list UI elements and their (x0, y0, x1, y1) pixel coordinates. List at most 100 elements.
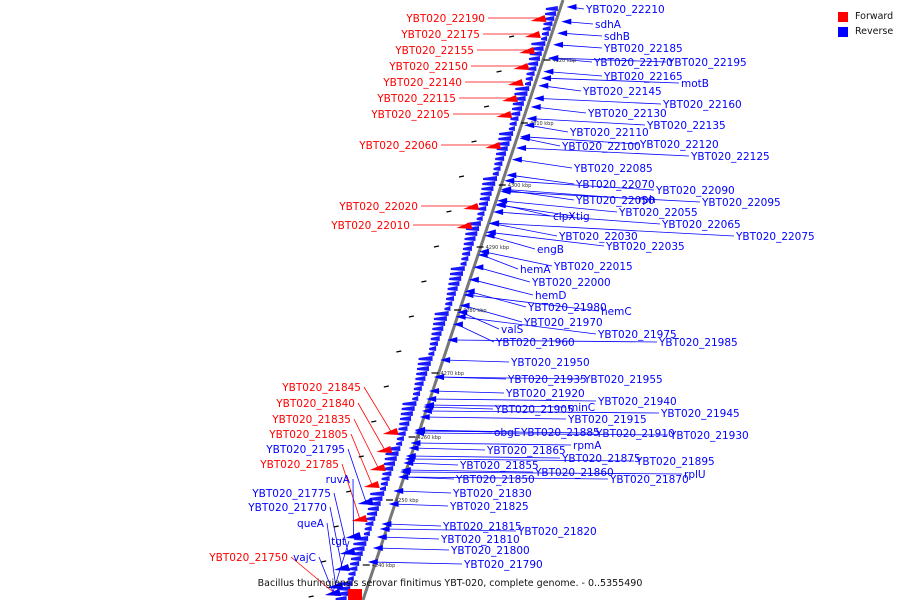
forward-gene-label[interactable]: YBT020_22115 (376, 93, 456, 105)
forward-gene-label[interactable]: YBT020_22060 (358, 140, 438, 152)
reverse-gene-label[interactable]: YBT020_21870 (609, 474, 689, 486)
forward-gene-label[interactable]: YBT020_22140 (382, 77, 462, 89)
reverse-gene-glyph[interactable] (485, 229, 496, 236)
reverse-gene-glyph[interactable] (413, 430, 424, 436)
forward-gene-label[interactable]: YBT020_22020 (338, 201, 418, 213)
reverse-gene-glyph[interactable] (398, 474, 409, 480)
forward-gene-glyph[interactable] (501, 95, 518, 102)
forward-gene-glyph[interactable] (524, 31, 541, 38)
forward-gene-label[interactable]: tgt (331, 536, 346, 548)
reverse-gene-label[interactable]: YBT020_21935 (507, 374, 587, 386)
reverse-gene-label[interactable]: YBT020_21885 (520, 427, 600, 439)
reverse-gene-label[interactable]: YBT020_21810 (440, 534, 520, 546)
forward-gene-glyph[interactable] (357, 498, 374, 505)
reverse-gene-label[interactable]: YBT020_22095 (701, 197, 781, 209)
forward-gene-label[interactable]: YBT020_22175 (400, 29, 480, 41)
forward-gene-label[interactable]: vajC (293, 552, 316, 564)
forward-gene-label[interactable]: ruvA (326, 474, 351, 486)
reverse-gene-label[interactable]: YBT020_21790 (463, 559, 543, 571)
reverse-gene-label[interactable]: hemC (601, 306, 632, 318)
reverse-gene-glyph[interactable] (504, 177, 515, 184)
reverse-gene-glyph[interactable] (408, 445, 419, 451)
reverse-gene-glyph[interactable] (493, 209, 504, 215)
reverse-gene-label[interactable]: clpX (553, 211, 576, 223)
reverse-gene-label[interactable]: sdhA (595, 19, 622, 31)
reverse-gene-label[interactable]: YBT020_22090 (655, 185, 735, 197)
reverse-gene-glyph[interactable] (538, 82, 549, 89)
reverse-gene-label[interactable]: YBT020_22055 (618, 207, 698, 219)
reverse-gene-label[interactable]: hemA (520, 264, 551, 276)
forward-gene-glyph[interactable] (496, 111, 513, 118)
reverse-gene-label[interactable]: YBT020_21855 (459, 460, 539, 472)
reverse-gene-glyph[interactable] (410, 440, 421, 446)
reverse-gene-label[interactable]: YBT020_22030 (558, 231, 638, 243)
reverse-gene-glyph[interactable] (379, 526, 390, 532)
reverse-gene-label[interactable]: YBT020_21875 (561, 453, 641, 465)
reverse-gene-glyph[interactable] (511, 156, 522, 163)
reverse-gene-label[interactable]: YBT020_22100 (561, 141, 641, 153)
reverse-gene-glyph[interactable] (506, 172, 517, 179)
forward-gene-glyph[interactable] (463, 203, 480, 210)
reverse-gene-glyph[interactable] (526, 115, 537, 122)
reverse-gene-label[interactable]: YBT020_21905 (494, 404, 574, 416)
forward-gene-label[interactable]: YBT020_21785 (259, 459, 339, 471)
reverse-gene-glyph[interactable] (463, 292, 474, 298)
reverse-gene-glyph[interactable] (367, 559, 378, 565)
forward-gene-label[interactable]: YBT020_22155 (394, 45, 474, 57)
reverse-gene-label[interactable]: YBT020_22195 (667, 57, 747, 69)
reverse-gene-glyph[interactable] (372, 545, 383, 551)
reverse-gene-glyph[interactable] (566, 4, 577, 10)
forward-gene-label[interactable]: YBT020_21795 (265, 444, 345, 456)
reverse-gene-label[interactable]: YBT020_22075 (735, 231, 815, 243)
reverse-gene-label[interactable]: YBT020_22125 (690, 151, 770, 163)
reverse-gene-glyph[interactable] (459, 302, 470, 309)
reverse-gene-glyph[interactable] (393, 488, 404, 494)
reverse-gene-glyph[interactable] (473, 264, 484, 271)
forward-gene-glyph[interactable] (348, 589, 362, 600)
reverse-gene-label[interactable]: YBT020_21865 (486, 445, 566, 457)
reverse-gene-label[interactable]: YBT020_21960 (495, 337, 575, 349)
forward-gene-label[interactable]: queA (297, 518, 325, 530)
reverse-gene-glyph[interactable] (457, 309, 468, 316)
reverse-gene-glyph[interactable] (434, 374, 445, 380)
reverse-gene-glyph[interactable] (519, 135, 530, 142)
reverse-gene-glyph[interactable] (516, 145, 527, 151)
reverse-gene-label[interactable]: YBT020_21920 (505, 388, 585, 400)
reverse-gene-glyph[interactable] (552, 41, 563, 48)
reverse-gene-glyph[interactable] (388, 501, 399, 507)
reverse-gene-glyph[interactable] (400, 469, 411, 475)
reverse-gene-glyph[interactable] (533, 95, 544, 102)
reverse-gene-label[interactable]: YBT020_21825 (449, 501, 529, 513)
reverse-gene-glyph[interactable] (530, 104, 541, 110)
reverse-gene-label[interactable]: YBT020_21895 (635, 456, 715, 468)
reverse-gene-label[interactable]: hemD (535, 290, 566, 302)
reverse-gene-glyph[interactable] (477, 252, 488, 258)
reverse-gene-glyph[interactable] (447, 337, 458, 343)
forward-gene-glyph[interactable] (345, 532, 362, 539)
reverse-gene-label[interactable]: YBT020_21980 (527, 302, 607, 314)
forward-gene-glyph[interactable] (334, 564, 351, 571)
forward-gene-glyph[interactable] (376, 446, 393, 453)
reverse-gene-label[interactable]: YBT020_21830 (452, 488, 532, 500)
reverse-gene-glyph[interactable] (421, 408, 432, 414)
reverse-gene-label[interactable]: YBT020_21910 (595, 428, 675, 440)
forward-gene-label[interactable]: YBT020_21840 (275, 398, 355, 410)
reverse-gene-label[interactable]: YBT020_22185 (603, 43, 683, 55)
forward-gene-label[interactable]: YBT020_21775 (251, 488, 331, 500)
reverse-gene-label[interactable]: YBT020_21915 (567, 414, 647, 426)
reverse-gene-label[interactable]: tig (576, 211, 590, 223)
reverse-gene-label[interactable]: rplU (684, 469, 706, 481)
reverse-gene-label[interactable]: minC (568, 402, 595, 414)
reverse-gene-glyph[interactable] (478, 248, 489, 255)
forward-gene-label[interactable]: YBT020_22190 (405, 13, 485, 25)
reverse-gene-glyph[interactable] (424, 402, 435, 408)
reverse-gene-label[interactable]: YBT020_21950 (510, 357, 590, 369)
reverse-gene-glyph[interactable] (426, 396, 437, 402)
forward-gene-label[interactable]: YBT020_22010 (330, 220, 410, 232)
forward-gene-glyph[interactable] (519, 47, 536, 54)
reverse-gene-label[interactable]: YBT020_21955 (583, 374, 663, 386)
reverse-gene-glyph[interactable] (524, 122, 535, 129)
reverse-gene-label[interactable]: YBT020_22050 (575, 195, 655, 207)
reverse-gene-label[interactable]: YBT020_22165 (603, 71, 683, 83)
forward-gene-label[interactable]: YBT020_21835 (271, 414, 351, 426)
